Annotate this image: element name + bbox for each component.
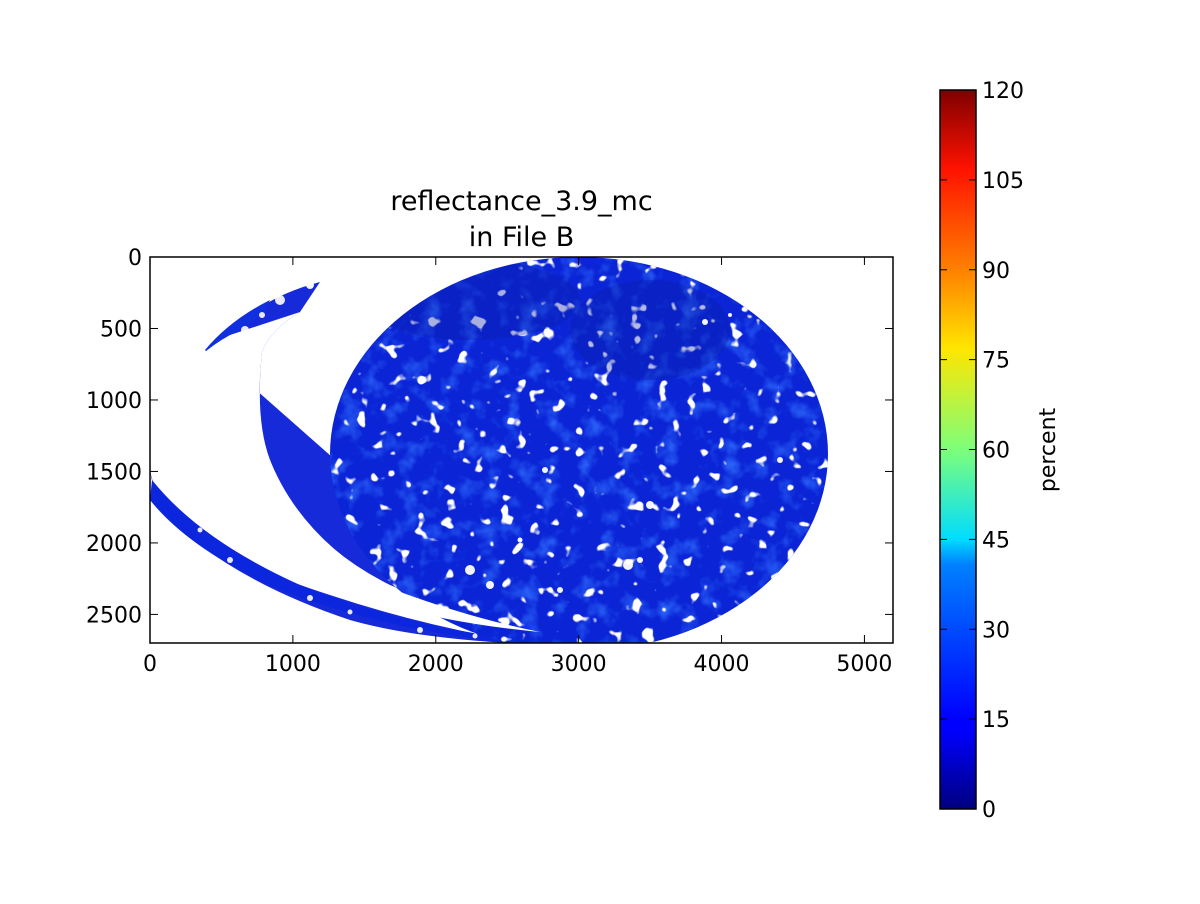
y-tick-label: 0 [128, 246, 142, 271]
colorbar: 0 15 30 45 60 75 90 105 120 percent [939, 79, 1061, 823]
x-tick-label: 1000 [265, 652, 321, 677]
colorbar-tick-label: 75 [982, 349, 1010, 374]
x-tick-label: 0 [143, 652, 157, 677]
x-tick-label: 3000 [551, 652, 607, 677]
colorbar-tick-label: 0 [982, 798, 996, 823]
colorbar-tick-label: 60 [982, 439, 1010, 464]
axes-frame [149, 256, 894, 644]
x-tick-label: 5000 [836, 652, 892, 677]
x-axis: 0 1000 2000 3000 4000 5000 [143, 257, 892, 677]
y-tick-label: 2000 [86, 532, 142, 557]
colorbar-ticks: 0 15 30 45 60 75 90 105 120 [940, 79, 1024, 823]
y-axis: 0 500 1000 1500 2000 2500 [86, 246, 893, 628]
x-tick-label: 2000 [408, 652, 464, 677]
colorbar-tick-label: 30 [982, 618, 1010, 643]
chart-title-line-1: reflectance_3.9_mc [390, 186, 652, 217]
colorbar-tick-label: 90 [982, 259, 1010, 284]
y-tick-label: 500 [100, 317, 142, 342]
chart-title-line-2: in File B [469, 222, 574, 253]
heatmap-image [150, 257, 828, 643]
colorbar-tick-label: 120 [982, 79, 1024, 104]
colorbar-label: percent [1036, 407, 1061, 492]
y-tick-label: 1500 [86, 460, 142, 485]
y-tick-label: 2500 [86, 603, 142, 628]
colorbar-tick-label: 105 [982, 169, 1024, 194]
colorbar-tick-label: 15 [982, 708, 1010, 733]
colorbar-tick-label: 45 [982, 528, 1010, 553]
y-tick-label: 1000 [86, 389, 142, 414]
x-tick-label: 4000 [694, 652, 750, 677]
